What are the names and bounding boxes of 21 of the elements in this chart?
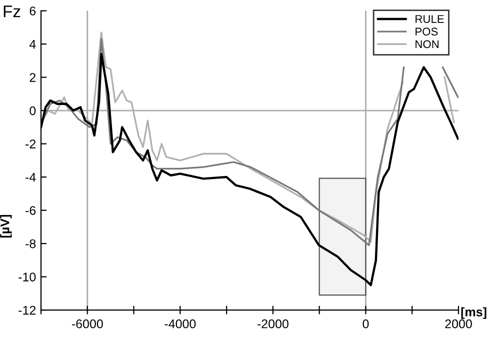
legend-label: POS [416,28,438,36]
y-tick-label: -10 [18,272,36,282]
y-tick-label: -4 [26,172,36,182]
y-tick-label: -8 [26,239,36,248]
y-tick-label: 4 [29,40,36,49]
y-axis-title: [µV] [0,215,12,238]
y-tick-label: 0 [30,106,36,116]
text: Fz [4,6,20,18]
y-tick-label: 2 [30,73,36,82]
x-tick-label: -4000 [164,319,196,328]
x-tick-label: 0 [362,319,369,328]
y-tick-label: -12 [18,306,36,315]
y-tick-label: 6 [30,6,36,16]
x-tick-label: 2000 [445,319,472,328]
y-tick-label: -2 [26,140,36,148]
x-tick-label: -6000 [72,319,103,328]
y-tick-label: -6 [26,206,36,215]
legend-label: NON [416,40,438,48]
x-tick-label: -2000 [258,319,288,328]
x-axis-title: [ms] [461,307,486,319]
legend-label: RULE [416,15,444,23]
